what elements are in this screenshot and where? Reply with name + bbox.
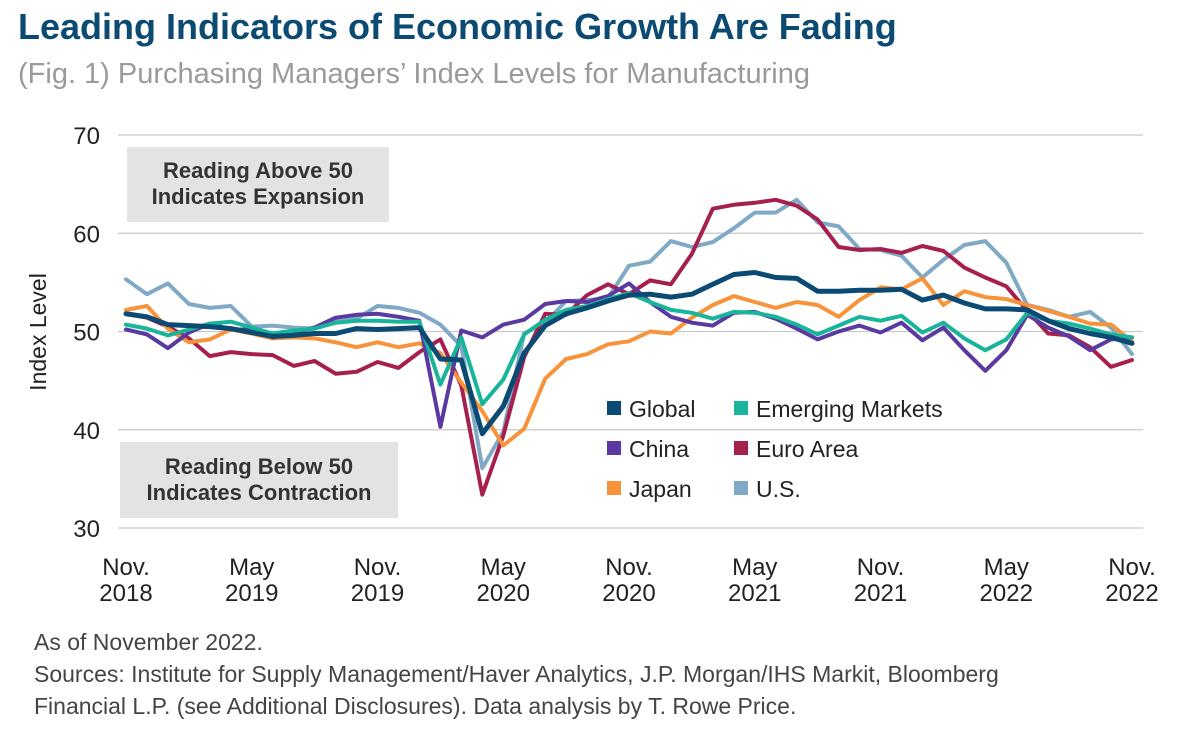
x-tick-label-line1: May [984, 554, 1029, 581]
x-axis-ticks: Nov.2018May2019Nov.2019May2020Nov.2020Ma… [99, 554, 1158, 607]
y-tick-label: 60 [73, 221, 100, 248]
series-line-global [123, 270, 1135, 437]
legend-swatch [734, 441, 748, 455]
annotation-expansion: Reading Above 50 Indicates Expansion [127, 147, 389, 222]
annotation-contraction-box [120, 442, 398, 518]
legend-item-japan: Japan [607, 476, 692, 502]
legend-swatch [607, 401, 621, 415]
x-tick-label-line2: 2021 [854, 580, 907, 607]
annotation-expansion-box [127, 147, 389, 222]
y-tick-label: 40 [73, 418, 100, 445]
x-tick-label-line1: Nov. [102, 554, 150, 581]
y-axis-label: Index Level [25, 273, 51, 391]
x-tick-label-line1: May [732, 554, 777, 581]
x-tick-label: Nov.2022 [1105, 554, 1158, 607]
sources-line-1: Sources: Institute for Supply Management… [34, 661, 999, 687]
x-tick-label-line2: 2022 [980, 580, 1033, 607]
x-tick-label: Nov.2018 [99, 554, 152, 607]
x-tick-label-line2: 2020 [477, 580, 530, 607]
x-tick-label-line1: May [229, 554, 274, 581]
x-tick-label: Nov.2019 [351, 554, 404, 607]
annotation-expansion-line2: Indicates Expansion [152, 184, 365, 209]
x-tick-label-line2: 2021 [728, 580, 781, 607]
legend-label: China [629, 436, 689, 462]
legend-label: Emerging Markets [756, 396, 943, 422]
legend-item-euro-area: Euro Area [734, 436, 858, 462]
x-tick-label-line2: 2020 [602, 580, 655, 607]
sources-line-2: Financial L.P. (see Additional Disclosur… [34, 693, 797, 719]
chart-subtitle: (Fig. 1) Purchasing Managers’ Index Leve… [18, 58, 810, 90]
chart-title: Leading Indicators of Economic Growth Ar… [18, 6, 897, 47]
legend-label: Japan [629, 476, 692, 502]
footnotes: As of November 2022. Sources: Institute … [34, 626, 999, 722]
series-lines [123, 197, 1135, 497]
x-tick-label-line1: Nov. [354, 554, 402, 581]
x-tick-label-line1: Nov. [857, 554, 905, 581]
legend-item-emerging-markets: Emerging Markets [734, 396, 943, 422]
legend-item-china: China [607, 436, 689, 462]
legend-swatch [607, 441, 621, 455]
gridlines [118, 134, 1143, 529]
x-tick-label: Nov.2020 [602, 554, 655, 607]
annotation-expansion-line1: Reading Above 50 [163, 158, 353, 183]
series-line-u-s [124, 197, 1134, 471]
legend-item-u-s: U.S. [734, 476, 801, 502]
legend-label: U.S. [756, 476, 801, 502]
x-tick-label-line1: Nov. [1108, 554, 1156, 581]
annotation-contraction-line2: Indicates Contraction [147, 480, 372, 505]
y-tick-label: 70 [73, 123, 100, 150]
legend: Global Emerging Markets China Euro Area Japa… [607, 396, 943, 502]
x-tick-label-line2: 2022 [1105, 580, 1158, 607]
x-tick-label-line1: May [481, 554, 526, 581]
y-tick-label: 30 [73, 516, 100, 543]
legend-swatch [734, 401, 748, 415]
x-tick-label: Nov.2021 [854, 554, 907, 607]
as-of-note: As of November 2022. [34, 629, 263, 655]
y-tick-label: 50 [73, 320, 100, 347]
x-tick-label-line2: 2019 [351, 580, 404, 607]
legend-swatch [607, 481, 621, 495]
annotation-contraction-line1: Reading Below 50 [165, 454, 353, 479]
legend-swatch [734, 481, 748, 495]
legend-label: Global [629, 396, 695, 422]
annotation-contraction: Reading Below 50 Indicates Contraction [120, 442, 398, 518]
x-tick-label-line1: Nov. [605, 554, 653, 581]
legend-label: Euro Area [756, 436, 858, 462]
y-axis-ticks: 70 60 50 40 30 [73, 123, 100, 543]
legend-item-global: Global [607, 396, 695, 422]
x-tick-label-line2: 2019 [225, 580, 278, 607]
x-tick-label-line2: 2018 [99, 580, 152, 607]
